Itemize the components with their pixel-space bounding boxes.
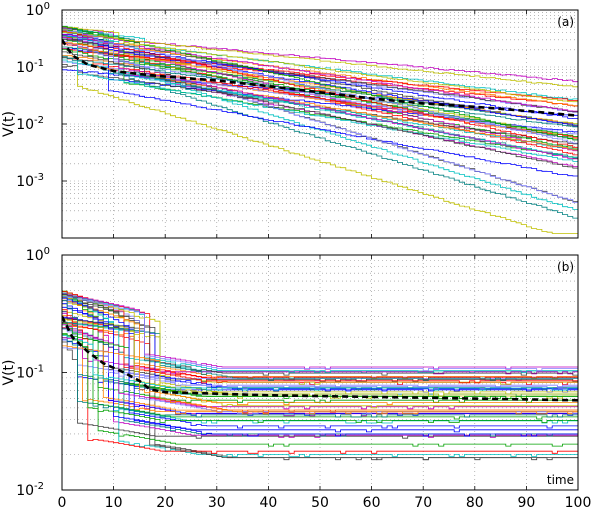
- x-tick-label: 90: [517, 495, 535, 511]
- panel-a: 100 10-1 10-2 10-3 V(t) (a): [1, 1, 579, 239]
- series-line: [62, 309, 578, 454]
- y-tick-label: 10-1: [16, 364, 44, 382]
- mean-line: [62, 315, 578, 402]
- series-line: [62, 30, 578, 112]
- x-axis-label: time: [547, 473, 574, 487]
- y-tick-label: 10-1: [16, 58, 44, 76]
- y-tick-label: 100: [26, 1, 50, 19]
- panel-label: (b): [557, 260, 574, 274]
- series-line: [62, 296, 578, 457]
- series-line: [62, 297, 578, 413]
- series-line: [62, 30, 578, 149]
- series-line: [62, 323, 578, 423]
- y-axis-label: V(t): [1, 360, 17, 386]
- series-line: [62, 297, 578, 429]
- y-tick-label: 10-2: [16, 115, 44, 133]
- series-line: [62, 29, 578, 144]
- panel-b: 0 10 20 30 40 50 60 70 80 90 100 100 10-1 10-2 V(t) (b)…: [1, 246, 591, 511]
- series-line: [62, 295, 578, 409]
- series-group: [62, 25, 578, 234]
- series-line: [62, 33, 578, 179]
- series-line: [62, 302, 578, 385]
- series-line: [62, 300, 578, 418]
- x-tick-label: 40: [259, 495, 277, 511]
- series-line: [62, 293, 578, 382]
- series-line: [62, 26, 578, 88]
- series-line: [62, 347, 578, 388]
- y-tick-label: 100: [26, 246, 50, 264]
- series-line: [62, 34, 578, 160]
- series-line: [62, 333, 578, 447]
- series-line: [62, 31, 578, 103]
- series-line: [62, 318, 578, 376]
- series-line: [62, 294, 578, 461]
- series-line: [62, 38, 578, 113]
- series-line: [62, 327, 578, 410]
- series-line: [62, 55, 578, 219]
- panel-label: (a): [557, 15, 574, 29]
- series-line: [62, 291, 578, 384]
- y-tick-label: 10-3: [16, 172, 44, 190]
- series-line: [62, 341, 578, 439]
- series-line: [62, 293, 578, 420]
- series-line: [62, 295, 578, 371]
- series-line: [62, 321, 578, 381]
- series-line: [62, 51, 578, 170]
- y-axis-label: V(t): [1, 111, 17, 137]
- series-line: [62, 42, 578, 101]
- x-tick-label: 20: [156, 495, 174, 511]
- x-tick-label: 60: [363, 495, 381, 511]
- x-tick-label: 0: [58, 495, 67, 511]
- x-tick-label: 50: [311, 495, 329, 511]
- series-line: [62, 34, 578, 159]
- x-tick-label: 80: [466, 495, 484, 511]
- y-tick-label: 10-2: [16, 481, 44, 499]
- series-line: [62, 335, 578, 391]
- x-tick-label: 70: [414, 495, 432, 511]
- x-tick-label: 100: [565, 495, 591, 511]
- series-line: [62, 303, 578, 433]
- series-line: [62, 35, 578, 107]
- x-tick-label: 30: [208, 495, 226, 511]
- series-line: [62, 28, 578, 234]
- x-tick-label: 10: [105, 495, 123, 511]
- mean-line: [62, 39, 578, 117]
- series-line: [62, 40, 578, 203]
- series-line: [62, 316, 578, 392]
- series-line: [62, 57, 578, 128]
- series-group: [62, 290, 578, 461]
- series-line: [62, 293, 578, 370]
- series-line: [62, 31, 578, 162]
- series-line: [62, 345, 578, 415]
- series-line: [62, 299, 578, 406]
- series-line: [62, 35, 578, 127]
